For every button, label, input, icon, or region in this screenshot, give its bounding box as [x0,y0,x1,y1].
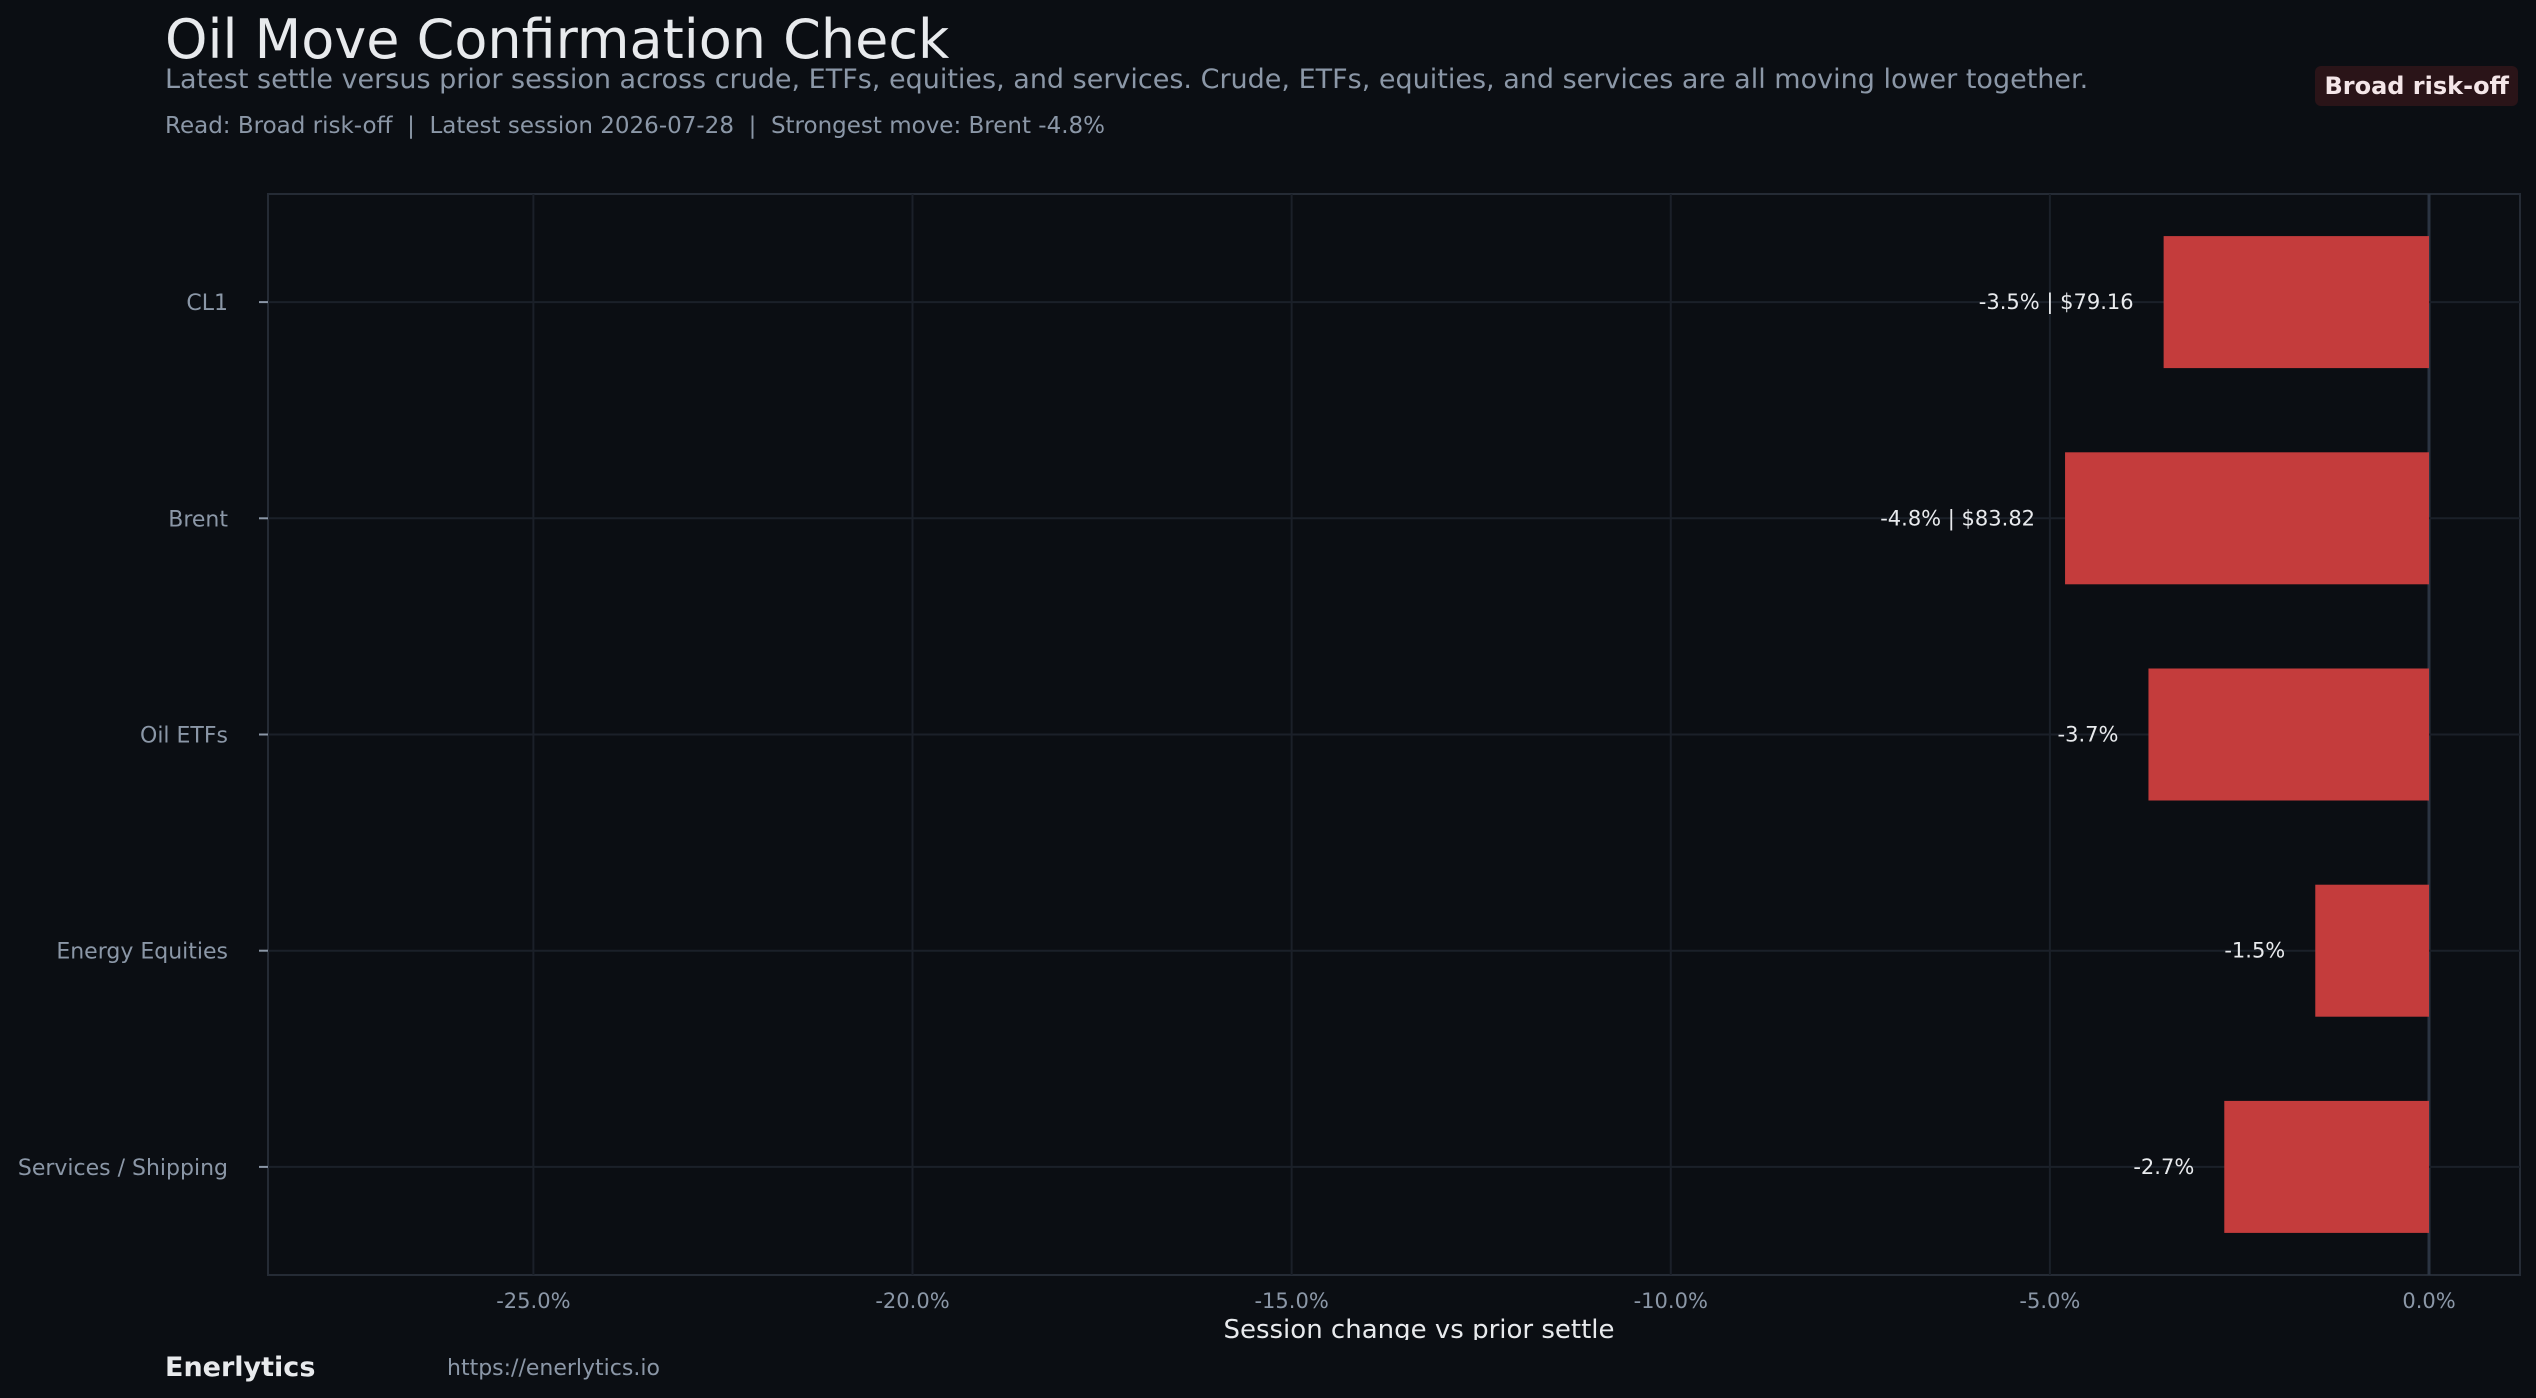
category-label: Oil ETFs [140,724,228,749]
data-label: -4.8% | $83.82 [1880,506,2035,531]
x-tick-label: -25.0% [496,1289,570,1313]
data-label: -2.7% [2133,1155,2194,1179]
data-label: -3.7% [2058,723,2119,747]
chart-subtitle: Latest settle versus prior session acros… [165,64,2089,95]
bar-chart: -25.0% -20.0% -15.0% -10.0% -5.0% 0.0% CL1 -3.5… [18,193,2521,1340]
x-tick-label: -20.0% [875,1289,949,1313]
x-tick-label: -5.0% [2019,1289,2080,1313]
data-label: -1.5% [2224,939,2285,963]
bar [2224,1100,2430,1233]
bar [2065,452,2430,585]
bar [2148,668,2430,801]
x-axis-label: Session change vs prior settle [1223,1315,1614,1340]
brand-url[interactable]: https://enerlytics.io [447,1356,660,1381]
x-tick-label: 0.0% [2402,1289,2455,1313]
data-label: -3.5% | $79.16 [1979,290,2134,315]
category-label: Services / Shipping [18,1156,228,1181]
x-tick-label: -10.0% [1634,1289,1708,1313]
chart-title: Oil Move Confirmation Check [165,8,950,71]
bar [2163,236,2430,369]
x-tick-label: -15.0% [1254,1289,1328,1313]
regime-badge: Broad risk-off [2315,66,2518,106]
bar [2315,884,2430,1017]
brand-name: Enerlytics [165,1352,316,1383]
category-label: Brent [168,507,228,532]
read-summary: Read: Broad risk-off | Latest session 20… [165,113,1106,139]
category-label: Energy Equities [56,940,228,965]
category-label: CL1 [186,291,228,316]
